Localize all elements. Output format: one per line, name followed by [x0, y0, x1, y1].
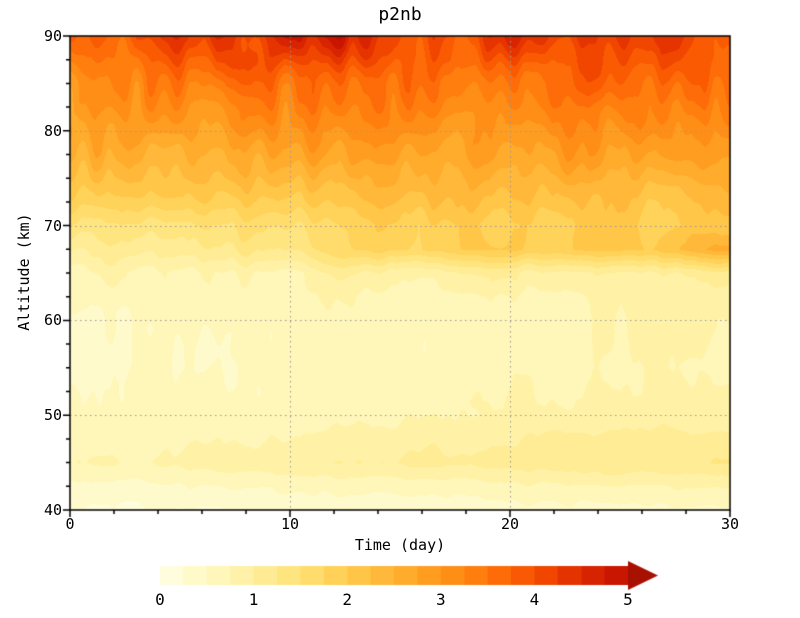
x-tick-label: 0	[65, 515, 75, 533]
plot-title: p2nb	[378, 4, 422, 25]
colorbar-tick-label: 4	[529, 590, 540, 609]
x-tick-label: 10	[280, 515, 300, 533]
colorbar-tick-label: 0	[155, 590, 165, 609]
x-tick-label: 20	[500, 515, 520, 533]
y-tick-label: 50	[43, 406, 62, 425]
y-axis-label: Altitude (km)	[15, 213, 33, 331]
y-tick-label: 80	[43, 121, 62, 140]
y-tick-label: 70	[43, 216, 62, 235]
x-axis-label: Time (day)	[354, 536, 446, 554]
colorbar-tick-label: 1	[248, 590, 259, 609]
y-tick-label: 40	[43, 501, 62, 519]
x-tick-label: 30	[720, 515, 740, 533]
colorbar-tick-label: 3	[435, 590, 446, 609]
y-tick-label: 60	[43, 311, 62, 330]
y-tick-label: 90	[43, 27, 62, 45]
colorbar-tick-label: 5	[623, 590, 633, 609]
colorbar-tick-label: 2	[342, 590, 352, 609]
